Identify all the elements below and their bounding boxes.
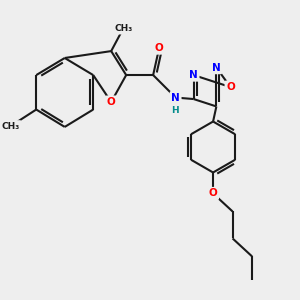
Text: O: O [226, 82, 235, 92]
Text: H: H [171, 106, 179, 115]
Text: O: O [209, 188, 218, 199]
Text: CH₃: CH₃ [2, 122, 20, 130]
Text: N: N [171, 93, 180, 103]
Text: O: O [155, 43, 164, 53]
Text: N: N [189, 70, 198, 80]
Text: N: N [212, 63, 221, 73]
Text: CH₃: CH₃ [114, 24, 132, 33]
Text: O: O [107, 97, 116, 107]
